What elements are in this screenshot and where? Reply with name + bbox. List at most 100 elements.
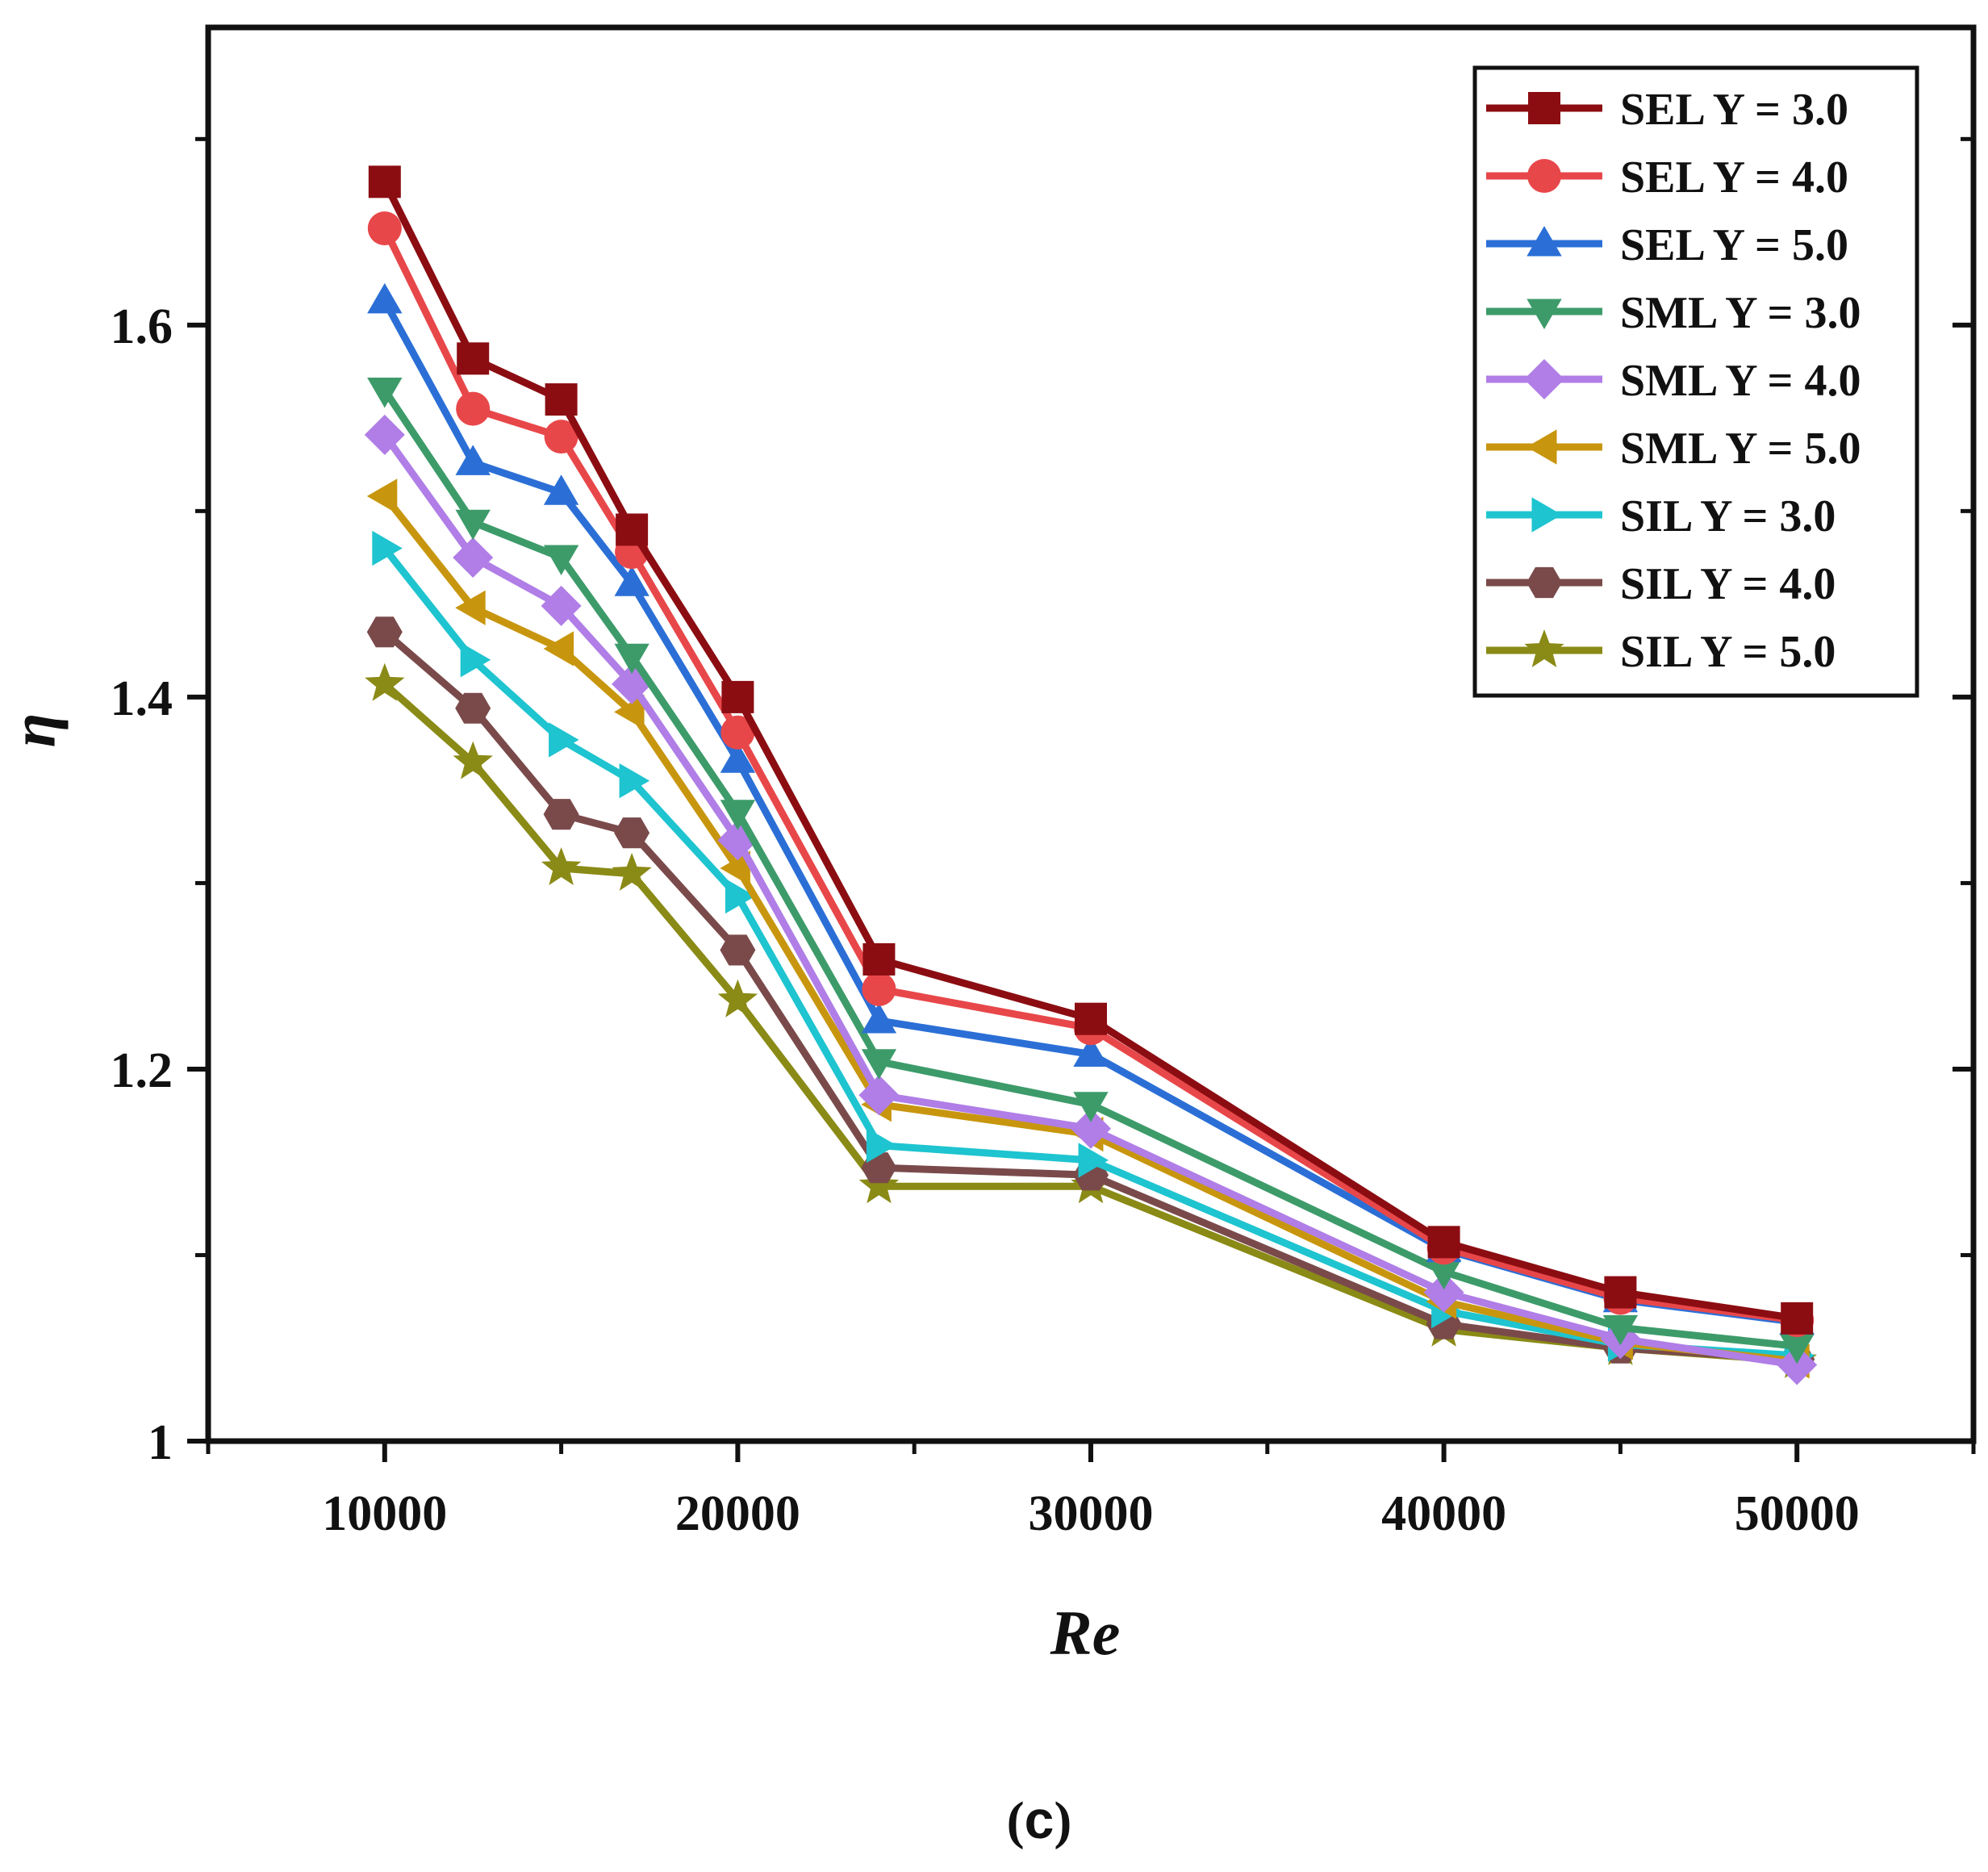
data-point — [720, 934, 756, 966]
data-point — [453, 741, 493, 779]
data-point — [460, 642, 491, 678]
data-point — [1078, 1143, 1109, 1178]
series-sml-y-3-0 — [367, 378, 1815, 1364]
legend-marker — [1531, 497, 1562, 533]
data-point — [858, 1165, 900, 1204]
legend-label: SEL Y = 3.0 — [1620, 85, 1848, 135]
data-point — [549, 722, 579, 758]
data-point — [720, 742, 756, 773]
data-point — [456, 391, 491, 426]
data-point — [455, 509, 491, 541]
legend-marker — [1527, 159, 1561, 193]
legend-item: SEL Y = 4.0 — [1486, 153, 1848, 203]
y-tick-label: 1.2 — [111, 1043, 173, 1098]
data-point — [1602, 1314, 1639, 1346]
data-point — [367, 282, 403, 314]
data-point — [1779, 1333, 1815, 1364]
data-point — [545, 383, 578, 416]
data-point — [721, 680, 754, 713]
data-point — [861, 1049, 897, 1080]
series-line — [382, 432, 1798, 1368]
data-point — [619, 763, 650, 799]
legend-item: SEL Y = 3.0 — [1486, 85, 1848, 135]
data-point — [1604, 1276, 1637, 1309]
legend-label: SIL Y = 5.0 — [1620, 627, 1836, 677]
data-point — [1427, 1226, 1460, 1259]
x-tick-labels: 10000 20000 30000 40000 50000 — [322, 1486, 1859, 1541]
legend-items: SEL Y = 3.0 SEL Y = 4.0 SEL Y = 5.0 SML Y =… — [1486, 85, 1861, 677]
series-sml-y-4-0 — [364, 414, 1818, 1385]
legend-item: SML Y = 5.0 — [1486, 424, 1861, 474]
series-line — [381, 180, 1798, 1323]
data-point — [1426, 1259, 1462, 1290]
series-line — [382, 545, 1798, 1360]
legend-label: SIL Y = 3.0 — [1620, 491, 1836, 541]
data-point — [455, 590, 486, 625]
y-tick-label: 1.4 — [111, 671, 173, 726]
data-point — [614, 694, 645, 729]
x-tick-label: 50000 — [1735, 1486, 1860, 1541]
data-point — [720, 715, 755, 750]
data-point — [862, 942, 896, 976]
x-axis-title: Re — [1050, 1598, 1121, 1668]
series-sil-y-4-0 — [366, 616, 1815, 1375]
plot-frame — [205, 24, 1977, 1444]
legend-label: SEL Y = 5.0 — [1620, 220, 1848, 270]
data-point — [1777, 1344, 1818, 1385]
legend-label: SEL Y = 4.0 — [1620, 153, 1848, 203]
data-point — [543, 474, 579, 505]
data-point — [543, 799, 579, 830]
data-point — [612, 852, 652, 891]
data-point — [453, 537, 494, 578]
legend-label: SML Y = 3.0 — [1620, 288, 1861, 338]
y-tick-label: 1 — [148, 1415, 173, 1470]
series-line — [382, 629, 1798, 1364]
legend: SEL Y = 3.0 SEL Y = 4.0 SEL Y = 5.0 SML Y =… — [1472, 65, 1919, 698]
data-point — [720, 800, 756, 830]
y-tick-labels: 1 1.2 1.4 1.6 — [111, 299, 173, 1470]
y-tick-label: 1.6 — [111, 299, 173, 354]
data-point — [862, 972, 896, 1006]
data-point — [368, 165, 401, 198]
legend-item: SML Y = 3.0 — [1486, 288, 1861, 338]
data-point — [543, 545, 579, 575]
data-point — [455, 445, 491, 475]
data-point — [725, 878, 756, 914]
data-point — [1781, 1302, 1814, 1335]
y-axis-title: η — [0, 713, 69, 748]
legend-item: SIL Y = 5.0 — [1486, 627, 1836, 677]
figure-caption: (c) — [1007, 1790, 1072, 1850]
legend-item: SML Y = 4.0 — [1486, 356, 1861, 406]
data-point — [1073, 1036, 1109, 1067]
data-point — [367, 378, 403, 408]
data-point — [614, 643, 649, 675]
data-point — [366, 616, 403, 648]
data-point — [366, 478, 398, 514]
legend-marker — [1524, 629, 1564, 667]
data-point — [364, 414, 405, 455]
legend-label: SML Y = 4.0 — [1620, 356, 1861, 406]
caption-letter: c — [1025, 1790, 1055, 1849]
legend-item: SEL Y = 5.0 — [1486, 220, 1848, 270]
data-point — [866, 1127, 897, 1164]
data-point — [1071, 1108, 1111, 1149]
data-point — [544, 420, 578, 454]
legend-label: SIL Y = 4.0 — [1620, 559, 1836, 609]
legend-item: SIL Y = 4.0 — [1486, 559, 1836, 609]
caption-open-paren: ( — [1007, 1791, 1025, 1850]
data-point — [455, 692, 491, 724]
series-layer — [364, 165, 1818, 1385]
data-point — [543, 631, 574, 666]
data-point — [717, 979, 758, 1017]
x-tick-label: 10000 — [322, 1486, 447, 1541]
legend-marker — [1524, 359, 1564, 399]
data-point — [541, 585, 582, 626]
data-point — [1075, 1002, 1107, 1035]
x-tick-label: 40000 — [1381, 1486, 1506, 1541]
x-tick-label: 30000 — [1029, 1486, 1154, 1541]
legend-marker — [1528, 92, 1560, 124]
caption-close-paren: ) — [1054, 1791, 1071, 1850]
data-point — [1073, 1092, 1109, 1122]
data-point — [861, 1003, 897, 1034]
